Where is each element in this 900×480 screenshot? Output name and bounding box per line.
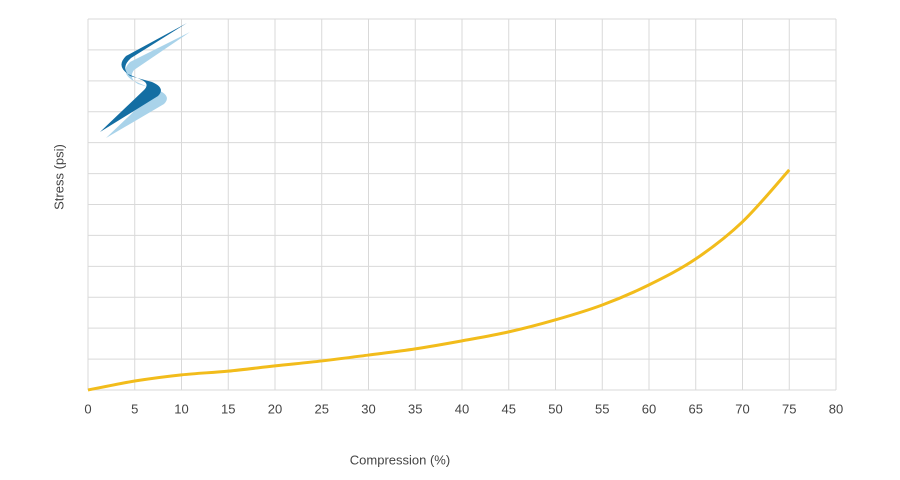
x-tick-label: 45 bbox=[502, 401, 516, 416]
x-tick-label: 35 bbox=[408, 401, 422, 416]
logo bbox=[100, 23, 190, 138]
x-tick-label: 30 bbox=[361, 401, 375, 416]
x-tick-label: 5 bbox=[131, 401, 138, 416]
x-tick-label: 40 bbox=[455, 401, 469, 416]
x-tick-label: 20 bbox=[268, 401, 282, 416]
x-tick-label: 70 bbox=[735, 401, 749, 416]
logo-shadow bbox=[106, 32, 190, 138]
x-tick-label: 55 bbox=[595, 401, 609, 416]
x-tick-label: 75 bbox=[782, 401, 796, 416]
line-series bbox=[87, 168, 791, 392]
x-tick-label: 80 bbox=[829, 401, 843, 416]
x-axis-title: Compression (%) bbox=[350, 452, 450, 467]
y-axis-title: Stress (psi) bbox=[51, 144, 66, 210]
x-tick-label: 50 bbox=[548, 401, 562, 416]
x-tick-label: 60 bbox=[642, 401, 656, 416]
x-tick-label: 15 bbox=[221, 401, 235, 416]
x-tick-label: 65 bbox=[689, 401, 703, 416]
x-tick-label: 10 bbox=[174, 401, 188, 416]
x-tick-label: 25 bbox=[315, 401, 329, 416]
x-tick-label: 0 bbox=[84, 401, 91, 416]
grid bbox=[87, 18, 837, 391]
